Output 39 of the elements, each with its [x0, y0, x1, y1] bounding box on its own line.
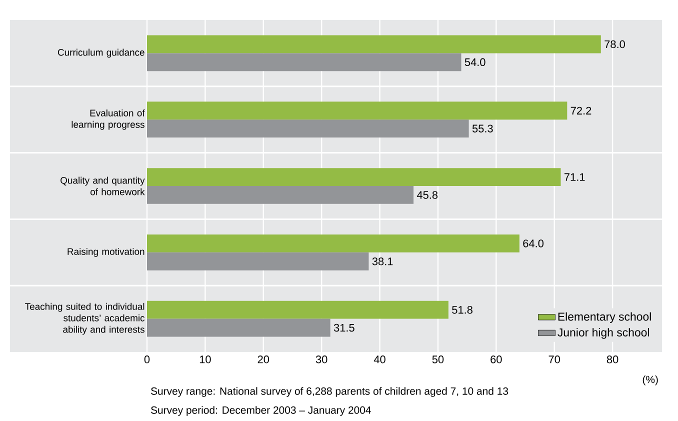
- bar: [147, 102, 568, 120]
- x-axis-title: (%): [642, 376, 658, 386]
- data-label: 51.8: [452, 306, 472, 314]
- y-tick-label: Quality and quantity of homework: [60, 176, 145, 196]
- data-label: 54.0: [464, 58, 486, 66]
- bar: [147, 53, 462, 72]
- x-tick-label: 30: [316, 356, 328, 364]
- text: Survey range: National survey of 6,288 parents of children aged 7, 10 and 13: [150, 387, 508, 397]
- data-label: 64.0: [523, 240, 544, 248]
- data-label: 78.0: [604, 40, 625, 48]
- data-label: 71.1: [564, 173, 585, 181]
- legend-label: Elementary school: [558, 312, 651, 323]
- data-label: 38.1: [372, 258, 393, 266]
- y-tick-label: Raising motivation: [68, 248, 144, 257]
- data-label: 45.8: [416, 191, 438, 199]
- y-tick-label: Curriculum guidance: [58, 48, 144, 58]
- x-tick-label: 20: [258, 356, 270, 364]
- x-tick-label: 70: [548, 356, 560, 364]
- data-label: 55.3: [472, 124, 493, 132]
- data-label: 31.5: [334, 324, 354, 332]
- bar: [147, 120, 469, 138]
- bar: [147, 35, 601, 54]
- data-label: 72.2: [570, 106, 592, 114]
- bar: [147, 300, 448, 319]
- bar: [147, 318, 330, 337]
- bar: [147, 186, 414, 204]
- x-tick-label: 80: [606, 356, 618, 364]
- x-tick-label: 50: [432, 356, 444, 364]
- y-tick-label: Teaching suited to individual students’ academic ability and interests: [25, 302, 145, 335]
- bar: [147, 168, 561, 186]
- bar: [147, 252, 369, 270]
- y-tick-label: Evaluation of learning progress: [72, 109, 145, 130]
- text: Survey period: December 2003 – January 2004: [150, 406, 371, 416]
- x-tick-label: 0: [144, 356, 150, 364]
- x-tick-label: 60: [490, 356, 502, 364]
- x-tick-label: 40: [374, 356, 386, 364]
- x-tick-label: 10: [200, 356, 211, 364]
- legend-label: Junior high school: [558, 328, 649, 339]
- bar: [147, 234, 520, 252]
